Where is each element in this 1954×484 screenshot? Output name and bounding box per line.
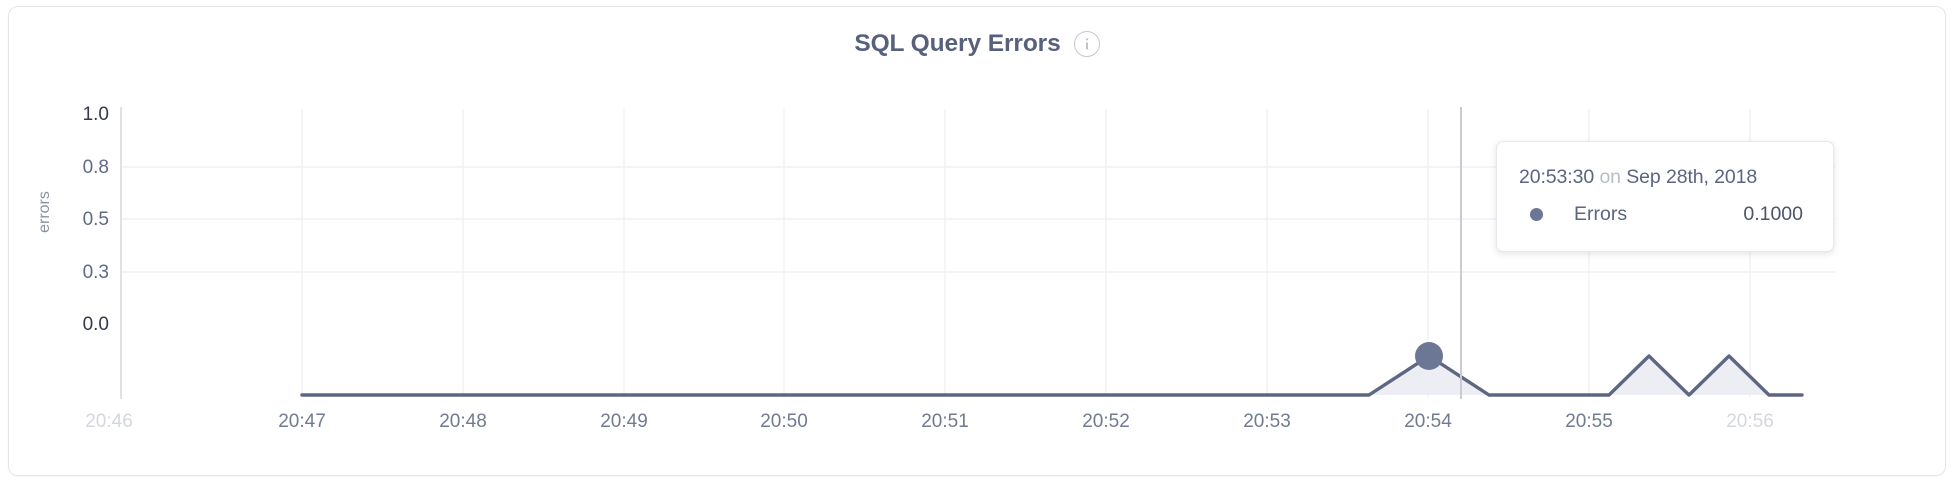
series-dot-icon: [1530, 208, 1543, 221]
chart-panel: SQL Query Errors: [8, 6, 1946, 476]
vertical-gridlines: [301, 109, 1751, 397]
tooltip-on-word: on: [1599, 166, 1621, 188]
panel-header: SQL Query Errors: [9, 27, 1945, 61]
x-tick-2: 20:47: [278, 411, 326, 432]
chart-area[interactable]: errors 1.0 0.8 0.5 0.3 0.0 20:46 20:47 2…: [9, 7, 1947, 477]
x-tick-9: 20:54: [1404, 411, 1452, 432]
y-tick-4: 0.3: [82, 262, 109, 283]
chart-canvas: [120, 107, 1835, 399]
info-circle-icon[interactable]: [1073, 31, 1100, 57]
x-tick-4: 20:49: [600, 411, 648, 432]
tooltip-series-row: Errors 0.1000: [1519, 203, 1811, 226]
series-area-fill: [302, 356, 1802, 395]
tooltip-time: 20:53:30: [1519, 166, 1595, 188]
y-tick-2: 0.8: [82, 157, 109, 178]
page-title: SQL Query Errors: [854, 30, 1061, 57]
hover-tooltip: 20:53:30 on Sep 28th, 2018 Errors 0.1000: [1496, 141, 1834, 252]
x-tick-1: 20:46: [85, 411, 133, 432]
series-line: [300, 354, 1804, 397]
y-tick-1: 1.0: [82, 104, 109, 125]
hover-point-marker: [1415, 342, 1443, 370]
x-tick-7: 20:52: [1082, 411, 1130, 432]
series-area-fill-2: [1609, 356, 1769, 395]
y-tick-3: 0.5: [82, 209, 109, 230]
tooltip-series-value: 0.1000: [1743, 203, 1803, 225]
tooltip-timestamp: 20:53:30 on Sep 28th, 2018: [1519, 166, 1811, 189]
x-tick-6: 20:51: [921, 411, 969, 432]
x-tick-3: 20:48: [439, 411, 487, 432]
tooltip-series-name: Errors: [1574, 203, 1628, 225]
y-tick-5: 0.0: [82, 314, 109, 335]
x-tick-10: 20:55: [1565, 411, 1613, 432]
x-tick-8: 20:53: [1243, 411, 1291, 432]
x-tick-11: 20:56: [1726, 411, 1774, 432]
tooltip-date: Sep 28th, 2018: [1626, 166, 1758, 188]
x-tick-5: 20:50: [760, 411, 808, 432]
